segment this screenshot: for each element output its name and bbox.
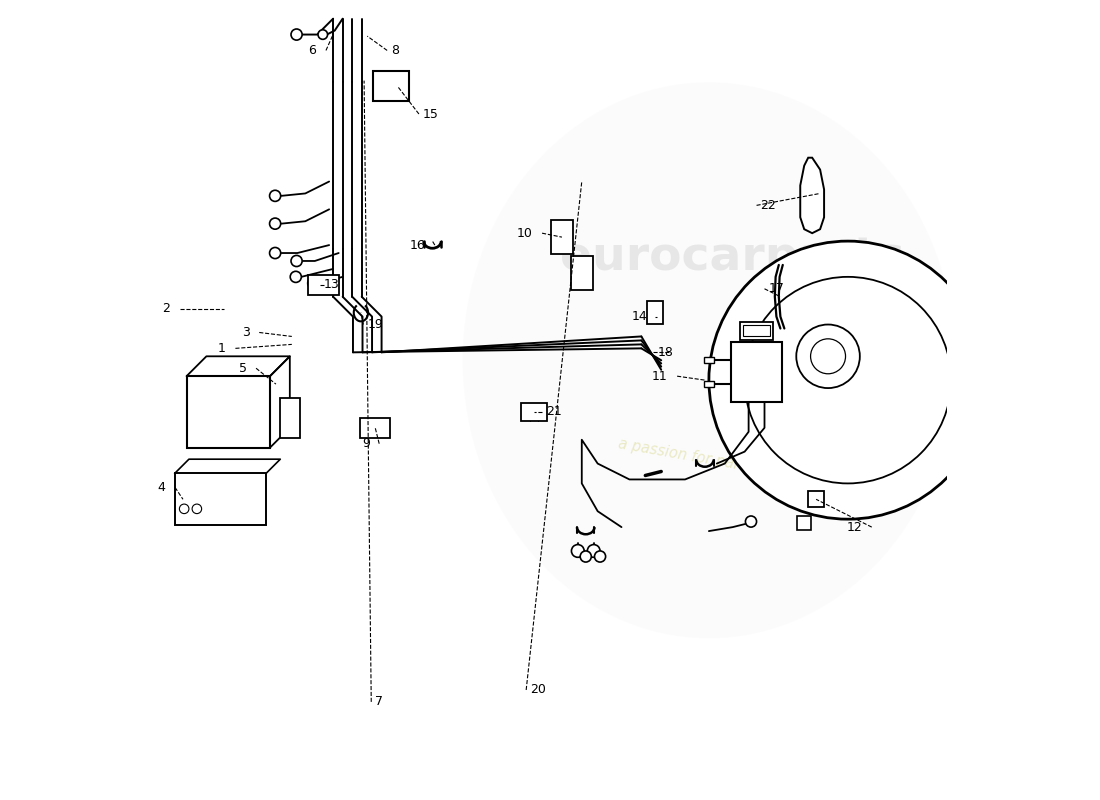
Text: 10: 10 [517, 226, 532, 240]
Text: 8: 8 [392, 44, 399, 57]
Bar [175, 474, 266, 525]
Text: a passion for parts: a passion for parts [616, 436, 754, 475]
Text: 20: 20 [530, 683, 546, 697]
Text: 5: 5 [239, 362, 246, 374]
Polygon shape [801, 158, 824, 233]
Bar [571, 256, 593, 290]
Circle shape [308, 278, 319, 289]
Text: 19: 19 [367, 318, 383, 331]
Bar [730, 342, 782, 402]
Bar [360, 418, 390, 438]
Circle shape [580, 551, 592, 562]
Text: 11: 11 [652, 370, 668, 382]
Circle shape [708, 241, 987, 519]
Bar [798, 516, 812, 530]
Circle shape [179, 504, 189, 514]
Bar [647, 302, 663, 324]
Bar [308, 275, 339, 294]
Circle shape [270, 190, 280, 202]
Bar [704, 381, 714, 387]
Circle shape [811, 339, 846, 374]
Text: eurocarparts: eurocarparts [560, 234, 905, 279]
Circle shape [270, 247, 280, 258]
Bar [373, 71, 409, 102]
Circle shape [292, 29, 302, 40]
Circle shape [587, 545, 601, 558]
Bar [279, 398, 299, 438]
Circle shape [270, 218, 280, 229]
Text: 15: 15 [422, 107, 439, 121]
Circle shape [318, 30, 328, 39]
Text: 16: 16 [409, 238, 426, 251]
Text: 4: 4 [157, 481, 165, 494]
Circle shape [746, 516, 757, 527]
Circle shape [572, 545, 584, 558]
Circle shape [290, 271, 301, 282]
Text: 18: 18 [658, 346, 673, 359]
Bar [744, 326, 770, 337]
Circle shape [192, 504, 201, 514]
Text: 1: 1 [218, 342, 226, 355]
Text: 13: 13 [323, 278, 339, 291]
Text: 9: 9 [362, 437, 370, 450]
Text: 12: 12 [847, 521, 862, 534]
Ellipse shape [463, 82, 955, 638]
Bar [521, 403, 547, 421]
Bar [704, 357, 714, 363]
Bar [808, 491, 824, 507]
Text: 6: 6 [309, 44, 317, 57]
Bar [551, 221, 573, 254]
Text: 14: 14 [632, 310, 648, 323]
Text: since 1985: since 1985 [768, 355, 842, 381]
Text: 3: 3 [242, 326, 250, 339]
Text: 7: 7 [375, 695, 383, 708]
Text: 2: 2 [163, 302, 170, 315]
Bar [187, 376, 270, 448]
Circle shape [796, 325, 860, 388]
Circle shape [292, 255, 302, 266]
Bar [740, 322, 773, 340]
Text: 21: 21 [546, 406, 562, 418]
Text: 17: 17 [769, 282, 784, 295]
Circle shape [594, 551, 606, 562]
Text: 22: 22 [760, 199, 777, 212]
